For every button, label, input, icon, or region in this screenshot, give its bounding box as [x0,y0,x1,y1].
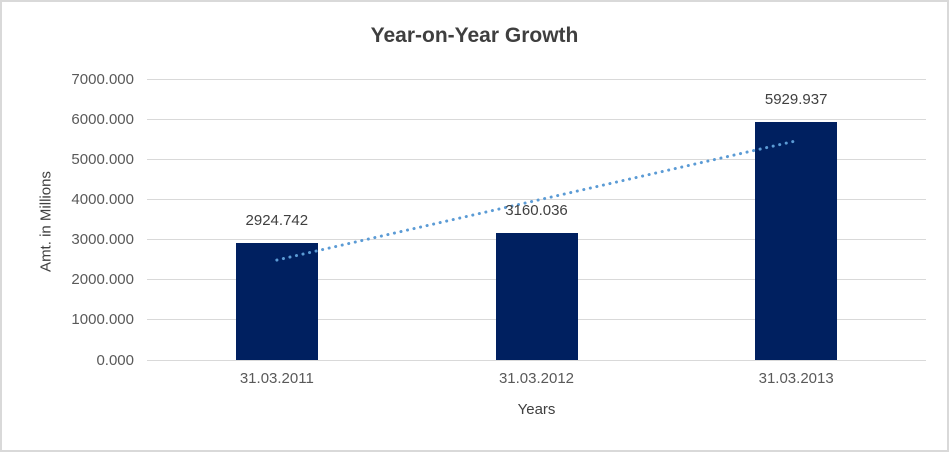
bar[interactable] [495,233,578,360]
y-axis-tick-label: 2000.000 [71,271,134,289]
y-axis-tick-label: 1000.000 [71,311,134,329]
x-axis-tick-label: 31.03.2011 [239,370,314,387]
chart-title: Year-on-Year Growth [370,24,579,47]
gridline [147,78,926,80]
y-axis-tick-label: 3000.000 [71,231,134,249]
bar-data-label: 3160.036 [505,202,568,220]
y-axis-tick-label: 5000.000 [71,150,134,168]
gridline [147,118,926,120]
bar[interactable] [755,121,838,360]
x-axis-title: Years [517,401,556,418]
gridline [147,359,926,361]
x-axis-tick-label: 31.03.2012 [498,370,575,387]
bar-data-label: 2924.742 [245,211,309,229]
y-axis-tick-label: 6000.000 [71,110,134,128]
y-axis-tick-label: 7000.000 [71,70,134,88]
bar[interactable] [235,242,318,360]
x-axis-tick-label: 31.03.2013 [758,370,834,387]
bar-data-label: 5929.937 [764,90,828,108]
y-axis-tick-label: 4000.000 [71,190,134,208]
y-axis-tick-label: 0.000 [96,351,134,369]
